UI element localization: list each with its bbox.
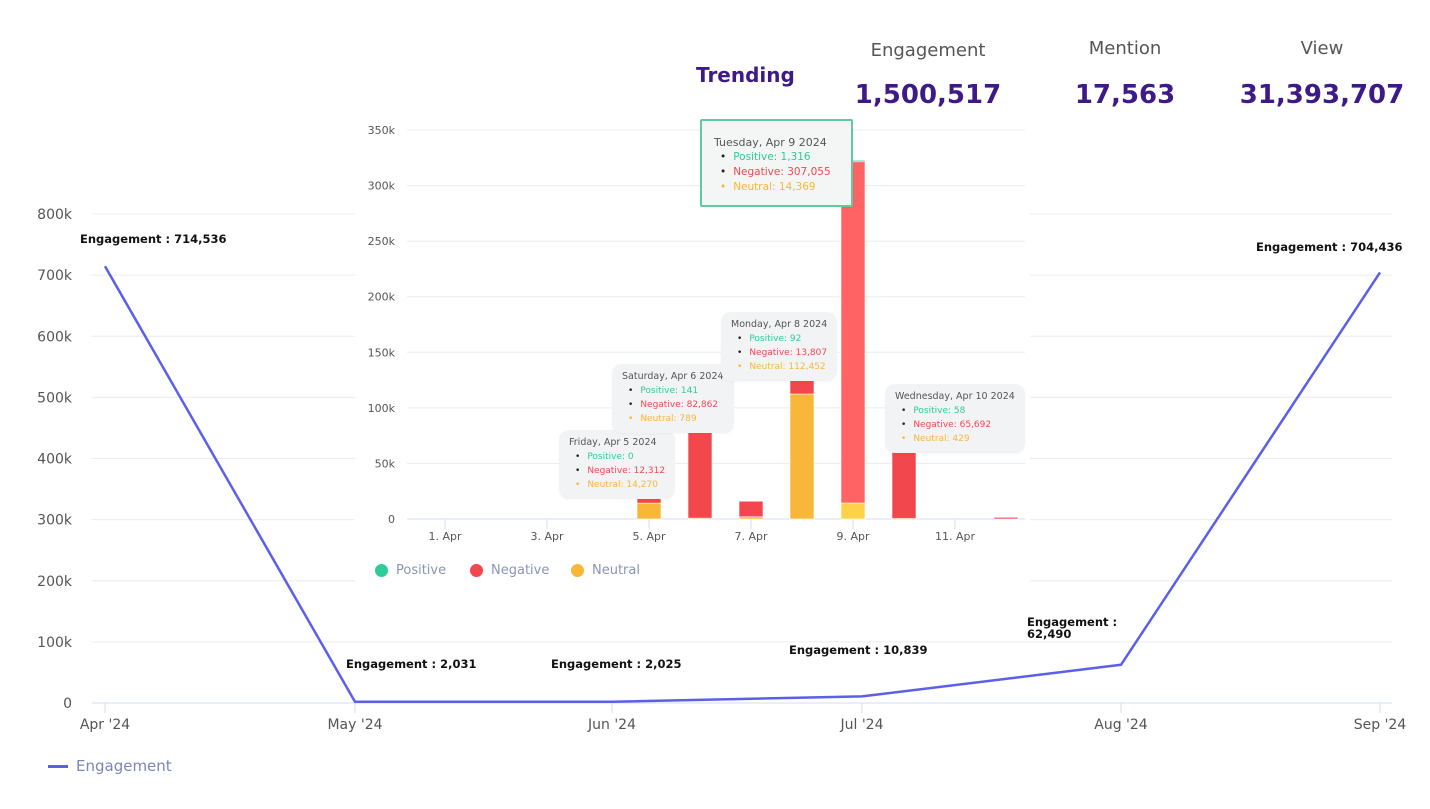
line-chart-y-axis: 0 100k 200k 300k 400k 500k 600k 700k 800k	[37, 207, 73, 712]
legend-neutral[interactable]: Neutral	[571, 563, 640, 578]
bar-chart-bars	[636, 159, 1019, 520]
data-label: Engagement : 10,839	[789, 643, 928, 657]
data-label: Engagement : 704,436	[1256, 240, 1403, 254]
bar-segment-negative	[891, 445, 917, 519]
data-label: Engagement : 714,536	[80, 232, 227, 246]
line-chart-data-labels: Engagement : 714,536 Engagement : 2,031 En…	[80, 232, 1403, 671]
stat-engagement-value: 1,500,517	[854, 80, 1002, 110]
bar-chart-y-axis: 0 50k 100k 150k 200k 250k 300k 350k	[368, 124, 396, 526]
tooltip-negative: Negative: 12,312	[587, 466, 666, 476]
x-tick-label: Aug '24	[1094, 717, 1148, 733]
x-tick-label: Jun '24	[587, 717, 636, 733]
tooltip-neutral: Neutral: 789	[640, 414, 697, 424]
stat-view-label: View	[1300, 38, 1344, 59]
legend-neutral-label: Neutral	[592, 563, 640, 578]
trending-bar-chart-panel: 0 50k 100k 150k 200k 250k 300k 350k 1. Apr 3. Ap…	[355, 112, 1030, 590]
y-tick-label: 300k	[368, 180, 396, 193]
y-tick-label: 300k	[37, 513, 73, 529]
tooltip-apr-9-active: Tuesday, Apr 9 2024 Positive: 1,316 Nega…	[700, 119, 853, 207]
tooltip-title: Friday, Apr 5 2024	[569, 437, 657, 448]
negative-dot-icon	[470, 564, 483, 577]
tooltip-positive: Positive: 141	[640, 386, 699, 396]
x-tick-label: May '24	[327, 717, 382, 733]
x-tick-label: 11. Apr	[935, 530, 975, 543]
engagement-line	[103, 265, 1382, 704]
tooltip-apr-8: Monday, Apr 8 2024 Positive: 92 Negative…	[721, 312, 838, 381]
tooltip-positive: Positive: 92	[749, 334, 802, 344]
trending-bar-chart: 0 50k 100k 150k 200k 250k 300k 350k 1. Apr 3. Ap…	[368, 124, 1025, 543]
tooltip-title: Monday, Apr 8 2024	[731, 319, 828, 330]
y-tick-label: 100k	[37, 635, 73, 651]
legend-positive[interactable]: Positive	[375, 563, 446, 578]
stat-view-value: 31,393,707	[1239, 80, 1405, 110]
tooltip-apr-6: Saturday, Apr 6 2024 Positive: 141 Negat…	[612, 364, 734, 433]
stat-engagement-label: Engagement	[870, 40, 986, 61]
bar-segment-negative	[738, 500, 764, 518]
legend-negative-label: Negative	[491, 563, 550, 578]
data-label: Engagement : 2,031	[346, 657, 477, 671]
neutral-dot-icon	[571, 564, 584, 577]
legend-positive-label: Positive	[396, 563, 447, 578]
y-tick-label: 100k	[368, 402, 396, 415]
tooltip-positive: Positive: 58	[913, 406, 966, 416]
bar-segment-neutral	[789, 393, 815, 520]
tooltip-negative: Negative: 82,862	[640, 400, 719, 410]
bar-segment-negative	[840, 161, 866, 504]
legend-engagement-label: Engagement	[76, 757, 172, 775]
line-chart-x-axis: Apr '24 May '24 Jun '24 Jul '24 Aug '24 Sep '…	[80, 703, 1407, 733]
x-tick-label: Apr '24	[80, 717, 130, 733]
tooltip-title: Tuesday, Apr 9 2024	[714, 136, 827, 149]
stat-mention-label: Mention	[1088, 38, 1162, 59]
x-tick-label: Sep '24	[1354, 717, 1407, 733]
x-tick-label: 3. Apr	[530, 530, 563, 543]
bar-chart-x-axis: 1. Apr 3. Apr 5. Apr 7. Apr 9. Apr 11. Apr	[428, 519, 975, 543]
tooltip-apr-10: Wednesday, Apr 10 2024 Positive: 58 Nega…	[885, 384, 1025, 453]
y-tick-label: 700k	[37, 268, 73, 284]
tooltip-negative: Negative: 307,055	[733, 166, 831, 178]
x-tick-label: Jul '24	[839, 717, 883, 733]
y-tick-label: 200k	[37, 574, 73, 590]
legend-negative[interactable]: Negative	[470, 563, 549, 578]
trending-title: Trending	[696, 63, 795, 87]
y-tick-label: 0	[63, 696, 72, 712]
tooltip-title: Saturday, Apr 6 2024	[622, 371, 724, 382]
bar-segment-negative	[993, 517, 1019, 520]
y-tick-label: 350k	[368, 124, 396, 137]
data-label: Engagement :62,490	[1027, 615, 1117, 641]
tooltip-title: Wednesday, Apr 10 2024	[895, 391, 1015, 402]
tooltip-neutral: Neutral: 112,452	[749, 362, 826, 372]
line-swatch-icon	[48, 764, 68, 768]
bar-segment-negative	[687, 425, 713, 519]
tooltip-neutral: Neutral: 14,270	[587, 480, 658, 490]
y-tick-label: 0	[388, 513, 395, 526]
x-tick-label: 5. Apr	[632, 530, 665, 543]
tooltip-apr-5: Friday, Apr 5 2024 Positive: 0 Negative:…	[559, 430, 676, 499]
y-tick-label: 600k	[37, 329, 73, 345]
legend-engagement[interactable]: Engagement	[48, 757, 172, 775]
bar-segment-neutral	[738, 516, 764, 520]
tooltip-negative: Negative: 13,807	[749, 348, 828, 358]
positive-dot-icon	[375, 564, 388, 577]
tooltip-neutral: Neutral: 429	[913, 434, 970, 444]
tooltip-neutral: Neutral: 14,369	[733, 181, 816, 193]
stat-mention-value: 17,563	[1074, 80, 1176, 110]
y-tick-label: 500k	[37, 390, 73, 406]
y-tick-label: 50k	[375, 457, 396, 470]
y-tick-label: 150k	[368, 346, 396, 359]
tooltip-positive: Positive: 1,316	[733, 151, 811, 163]
x-tick-label: 7. Apr	[734, 530, 767, 543]
tooltip-negative: Negative: 65,692	[913, 420, 992, 430]
y-tick-label: 800k	[37, 207, 73, 223]
bar-segment-neutral	[840, 502, 866, 520]
bar-segment-neutral	[636, 502, 662, 520]
data-label: Engagement : 2,025	[551, 657, 682, 671]
y-tick-label: 250k	[368, 235, 396, 248]
y-tick-label: 200k	[368, 291, 396, 304]
y-tick-label: 400k	[37, 452, 73, 468]
x-tick-label: 1. Apr	[428, 530, 461, 543]
line-chart-series	[103, 265, 1382, 704]
tooltip-positive: Positive: 0	[587, 452, 634, 462]
x-tick-label: 9. Apr	[836, 530, 869, 543]
